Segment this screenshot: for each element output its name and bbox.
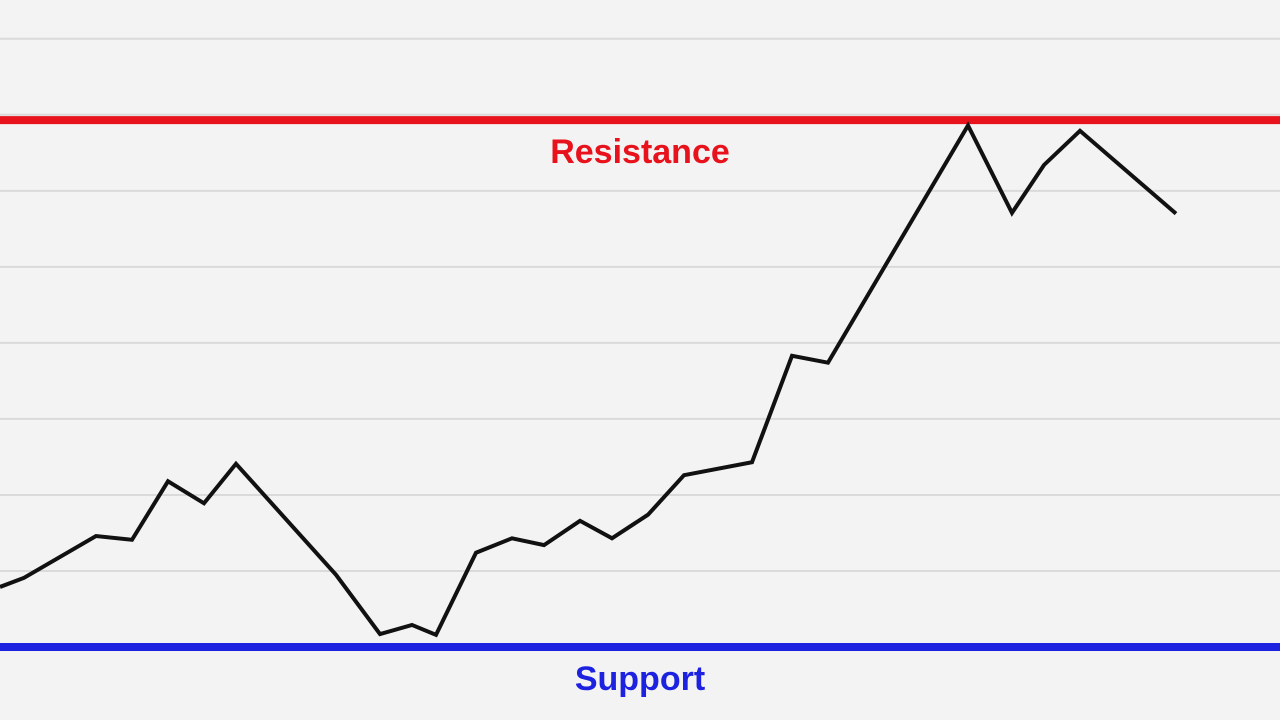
level-label: Support (575, 660, 705, 698)
level-label: Resistance (550, 133, 730, 171)
price-line (0, 121, 1178, 638)
